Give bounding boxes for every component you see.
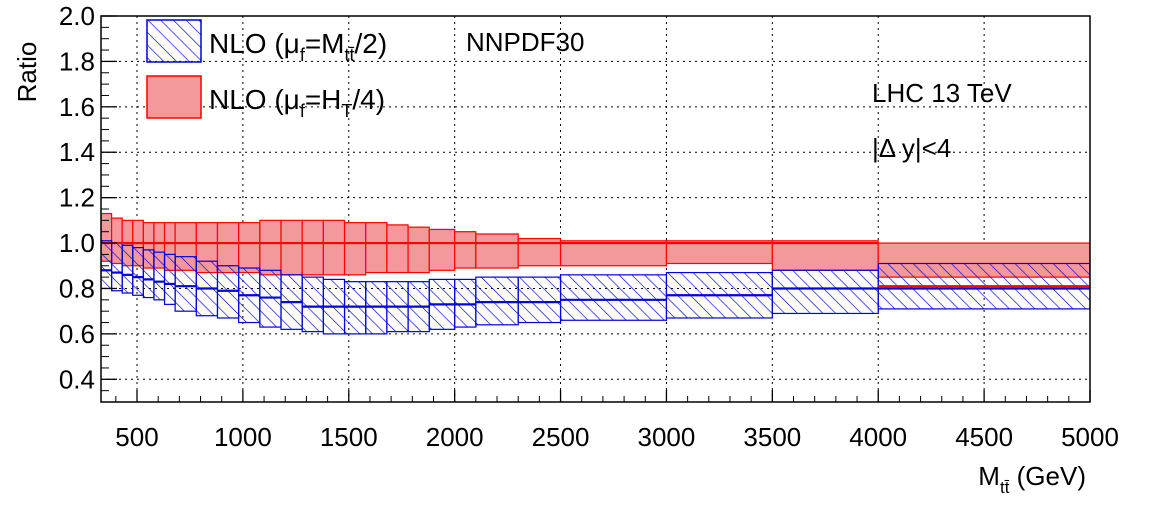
legend-red-post: /4)	[352, 84, 385, 115]
x-axis-title-unit: (GeV)	[1009, 461, 1086, 491]
red-band-bin	[280, 219, 303, 276]
collider-annotation: LHC 13 TeV	[872, 78, 1012, 108]
y-tick-label: 0.8	[59, 273, 95, 303]
legend-swatch-blue	[146, 19, 202, 63]
legend-blue-mid: =M	[305, 28, 345, 59]
red-band-bin	[475, 233, 519, 269]
red-band-bin	[238, 222, 261, 274]
blue-band-bin	[121, 244, 134, 294]
blue-band-bin	[132, 247, 144, 296]
blue-band-bin	[142, 249, 155, 299]
legend-swatch-red	[146, 75, 202, 119]
y-tick-label: 1.4	[59, 137, 95, 167]
red-band-bin	[343, 222, 367, 276]
x-axis-title-subscript: tt̄	[1000, 478, 1010, 497]
x-tick-label: 5000	[1061, 422, 1119, 452]
legend: NLO (μf=Mtt̄/2) NLO (μf=HT/4)	[146, 19, 387, 121]
legend-red-sub: f	[300, 101, 306, 121]
y-axis-title: Ratio	[12, 42, 42, 103]
y-tick-label: 2.0	[59, 1, 95, 31]
blue-band-bin	[559, 274, 668, 321]
x-tick-label: 3500	[743, 422, 801, 452]
x-axis-title: Mtt̄ (GeV)	[978, 461, 1086, 497]
blue-band-bin	[110, 242, 123, 292]
legend-blue-sub: f	[300, 45, 306, 65]
y-axis: 0.4 0.6 0.8 1.0 1.2 1.4 1.6 1.8 2.0	[59, 1, 117, 394]
red-band-bin	[365, 222, 388, 274]
red-band-bin	[259, 219, 282, 276]
red-central-line	[101, 241, 1090, 288]
y-tick-label: 1.2	[59, 183, 95, 213]
red-band-bin	[454, 231, 477, 269]
grid	[101, 15, 1091, 402]
blue-band-series	[101, 240, 1090, 335]
legend-label-red: NLO (μf=HT/4)	[209, 84, 385, 121]
blue-band-bin	[101, 240, 113, 290]
red-band-bin	[407, 226, 430, 274]
blue-band-bin	[153, 251, 166, 301]
legend-red-pre: NLO (μ	[209, 84, 300, 115]
blue-band-bin	[216, 265, 240, 319]
blue-band-bin	[301, 276, 324, 333]
red-band-bin	[428, 228, 456, 271]
plot-frame	[100, 15, 1091, 403]
red-band-bin	[665, 240, 773, 265]
blue-band-bin	[163, 253, 176, 305]
x-tick-label: 4000	[849, 422, 907, 452]
red-band-bin	[216, 222, 240, 274]
x-axis-title-main: M	[978, 461, 1000, 491]
legend-blue-pre: NLO (μ	[209, 28, 300, 59]
legend-label-blue: NLO (μf=Mtt̄/2)	[209, 28, 387, 65]
blue-band-bin	[259, 269, 282, 328]
y-tick-label: 1.0	[59, 228, 95, 258]
red-band-series	[101, 212, 1090, 278]
blue-band-bin	[174, 256, 197, 312]
red-band-bin	[771, 240, 879, 271]
legend-blue-post: /2)	[355, 28, 388, 59]
y-tick-label: 0.4	[59, 364, 95, 394]
blue-band-bin	[771, 269, 879, 315]
rapidity-cut-annotation: |Δ y|<4	[872, 133, 951, 163]
legend-blue-sub2: tt̄	[345, 45, 355, 65]
x-axis: 500 1000 1500 2000 2500 3000 3500 4000 4500 5000	[115, 390, 1119, 452]
blue-band-bin	[343, 281, 367, 335]
blue-band-bin	[365, 281, 388, 335]
red-band-bin	[559, 240, 668, 267]
legend-red-mid: =H	[305, 84, 342, 115]
x-tick-label: 2000	[426, 422, 484, 452]
x-tick-label: 1000	[214, 422, 272, 452]
red-band-bin	[322, 219, 346, 276]
x-tick-label: 4500	[955, 422, 1013, 452]
x-tick-label: 500	[115, 422, 158, 452]
x-tick-label: 3000	[638, 422, 696, 452]
red-band-bin	[301, 219, 324, 276]
red-band-bin	[386, 224, 409, 274]
legend-red-sub2: T	[341, 101, 352, 121]
blue-band-bin	[475, 276, 519, 326]
blue-central-line	[101, 269, 1090, 308]
x-tick-label: 1500	[320, 422, 378, 452]
y-tick-label: 1.6	[59, 92, 95, 122]
y-tick-label: 0.6	[59, 319, 95, 349]
blue-band-bin	[517, 276, 562, 324]
pdf-set-annotation: NNPDF30	[466, 27, 584, 57]
blue-band-bin	[454, 278, 477, 328]
y-tick-label: 1.8	[59, 46, 95, 76]
x-tick-label: 2500	[532, 422, 590, 452]
